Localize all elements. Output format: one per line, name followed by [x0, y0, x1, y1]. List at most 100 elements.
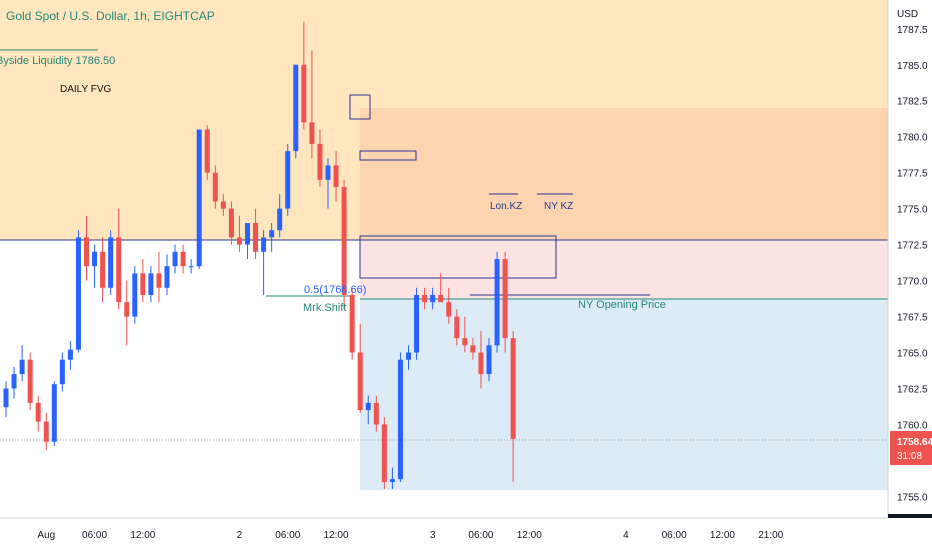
candle-up[interactable] — [430, 294, 436, 303]
candle-down[interactable] — [349, 294, 355, 353]
candle-up[interactable] — [19, 359, 25, 375]
price-tick-label: 1772.5 — [897, 241, 928, 252]
candle-down[interactable] — [462, 338, 468, 346]
price-tick-label: 1767.5 — [897, 313, 928, 324]
time-tick-label: Aug — [37, 530, 55, 541]
candle-up[interactable] — [277, 208, 283, 231]
time-tick-label: 06:00 — [82, 530, 107, 541]
candle-up[interactable] — [11, 374, 17, 389]
time-tick-label: 4 — [623, 530, 629, 541]
zones-layer — [0, 0, 888, 490]
price-tick-label: 1782.5 — [897, 97, 928, 108]
candle-up[interactable] — [108, 237, 114, 288]
candle-up[interactable] — [51, 384, 57, 442]
candle-down[interactable] — [100, 251, 106, 288]
candle-down[interactable] — [301, 64, 307, 123]
ny-kz-label: NY KZ — [544, 201, 573, 212]
liquidity-label: Byside Liquidity 1786.50 — [0, 55, 115, 67]
candle-down[interactable] — [43, 421, 49, 442]
price-axis-currency: USD — [897, 9, 918, 20]
time-tick-label: 12:00 — [130, 530, 155, 541]
price-tick-label: 1770.0 — [897, 277, 928, 288]
candle-up[interactable] — [67, 349, 73, 360]
candle-down[interactable] — [228, 208, 234, 238]
candle-down[interactable] — [381, 424, 387, 483]
price-tick-label: 1765.0 — [897, 349, 928, 360]
candle-down[interactable] — [35, 402, 41, 422]
time-tick-label: 12:00 — [710, 530, 735, 541]
candle-up[interactable] — [269, 230, 275, 238]
candle-down[interactable] — [140, 273, 146, 295]
premium-zone — [360, 108, 888, 240]
candle-up[interactable] — [92, 251, 98, 267]
candle-down[interactable] — [84, 237, 89, 267]
candle-up[interactable] — [406, 352, 411, 360]
candle-down[interactable] — [180, 251, 186, 267]
candle-up[interactable] — [148, 273, 154, 295]
candle-up[interactable] — [188, 266, 194, 268]
candle-down[interactable] — [502, 259, 508, 339]
candle-down[interactable] — [341, 187, 347, 295]
candle-up[interactable] — [196, 129, 202, 267]
candle-up[interactable] — [261, 237, 267, 252]
candle-down[interactable] — [333, 165, 339, 188]
price-tick-label: 1787.5 — [897, 25, 928, 36]
candle-down[interactable] — [478, 352, 484, 375]
candle-up[interactable] — [494, 259, 500, 346]
candle-up[interactable] — [164, 266, 170, 288]
candle-down[interactable] — [116, 237, 122, 303]
time-axis-ticks: Aug 06:00 12:00 2 06:00 12:00 3 06:00 12:00 4 06:0… — [37, 530, 783, 541]
candle-up[interactable] — [75, 237, 81, 350]
candle-down[interactable] — [309, 122, 315, 144]
candle-down[interactable] — [236, 237, 242, 245]
candle-up[interactable] — [59, 359, 65, 385]
candle-up[interactable] — [365, 402, 371, 411]
time-tick-label: 12:00 — [324, 530, 349, 541]
time-axis-panel[interactable] — [0, 518, 932, 550]
bar-countdown: 31:08 — [897, 451, 922, 462]
candle-up[interactable] — [325, 165, 331, 180]
fvg-box-2[interactable] — [359, 150, 417, 161]
fvg-box-3[interactable] — [359, 235, 557, 279]
candle-up[interactable] — [132, 273, 138, 317]
current-price-tag[interactable]: 1758.64 31:08 — [890, 431, 932, 465]
price-tick-label: 1760.0 — [897, 420, 928, 431]
candle-down[interactable] — [212, 172, 218, 202]
candle-down[interactable] — [156, 273, 162, 288]
candle-up[interactable] — [389, 479, 395, 483]
candle-down[interactable] — [510, 338, 516, 439]
time-tick-label: 21:00 — [758, 530, 783, 541]
candle-down[interactable] — [124, 302, 130, 317]
candle-down[interactable] — [357, 352, 363, 411]
daily-fvg-label: DAILY FVG — [60, 84, 112, 95]
candle-down[interactable] — [253, 223, 259, 252]
current-price-tag-bg — [890, 431, 932, 465]
candle-down[interactable] — [454, 316, 460, 339]
fib-label: 0.5(1768.66) — [304, 284, 366, 296]
candle-up[interactable] — [285, 151, 291, 209]
candle-up[interactable] — [245, 223, 250, 245]
candle-up[interactable] — [172, 251, 178, 267]
candle-up[interactable] — [397, 359, 403, 480]
candle-down[interactable] — [220, 201, 226, 209]
candle-up[interactable] — [3, 388, 9, 408]
candle-down[interactable] — [446, 302, 452, 317]
candle-down[interactable] — [438, 294, 444, 303]
mrk-shift-label: Mrk.Shift — [303, 302, 346, 314]
candle-up[interactable] — [486, 345, 492, 375]
lon-kz-label: Lon.KZ — [490, 201, 522, 212]
candle-down[interactable] — [204, 129, 210, 173]
fvg-box-1[interactable] — [349, 94, 371, 120]
price-tick-label: 1755.0 — [897, 492, 928, 503]
candle-up[interactable] — [293, 64, 299, 152]
candle-down[interactable] — [470, 345, 476, 353]
time-tick-label: 3 — [430, 530, 436, 541]
candle-up[interactable] — [414, 294, 420, 353]
time-tick-label: 06:00 — [275, 530, 300, 541]
candle-down[interactable] — [317, 143, 323, 180]
price-tick-label: 1775.0 — [897, 205, 928, 216]
candle-down[interactable] — [373, 402, 379, 425]
candle-down[interactable] — [27, 359, 33, 403]
candle-down[interactable] — [422, 294, 428, 303]
